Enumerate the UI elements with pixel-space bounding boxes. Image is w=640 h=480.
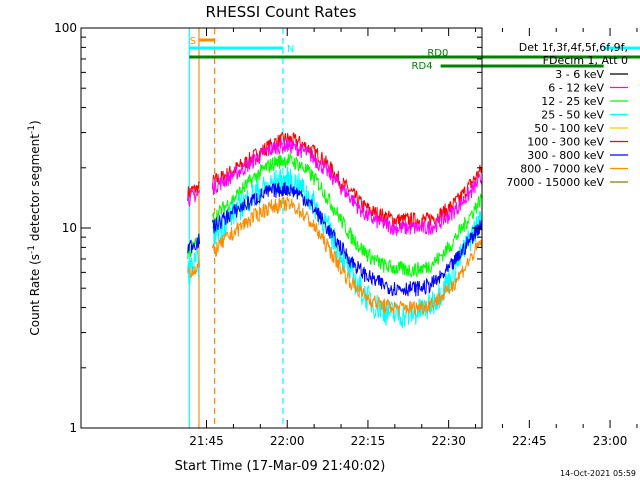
flag-n-bar-label: N (287, 44, 294, 55)
x-tick-label: 21:45 (189, 434, 224, 448)
x-tick-label: 22:30 (431, 434, 466, 448)
legend-entry-label: 800 - 7000 keV (520, 163, 604, 176)
legend-header-line2: FDecim 1, Att 0 (543, 54, 628, 67)
x-tick-label: 23:00 (593, 434, 628, 448)
y-tick-label: 10 (62, 221, 77, 235)
x-tick-label: 22:15 (351, 434, 386, 448)
legend-entry-label: 6 - 12 keV (548, 82, 604, 95)
x-tick-label: 22:00 (270, 434, 305, 448)
flag-s-bar-label: S (190, 36, 196, 47)
y-axis-label-sup2: -1 (27, 125, 37, 134)
y-axis-label-sup1: -1 (27, 245, 37, 254)
y-axis-label: Count Rate (s-1 detector segment-1) (27, 120, 42, 335)
legend-entry-label: 3 - 6 keV (555, 68, 604, 81)
y-axis-label-mid: detector segment (28, 134, 42, 245)
y-axis-label-end: ) (28, 120, 42, 125)
series-line-5 (187, 181, 482, 297)
legend-entry-label: 100 - 300 keV (527, 136, 604, 149)
y-tick-label: 1 (69, 421, 77, 435)
series-line-2 (187, 138, 482, 236)
y-axis-label-main: Count Rate (s (28, 254, 42, 336)
footer-date: 14-Oct-2021 05:59 (560, 469, 636, 478)
legend: Det 1f,3f,4f,5f,6f,9f,FDecim 1, Att 03 -… (506, 41, 628, 189)
legend-entry-label: 300 - 800 keV (527, 149, 604, 162)
legend-header-line1: Det 1f,3f,4f,5f,6f,9f, (519, 41, 628, 54)
x-tick-label: 22:45 (512, 434, 547, 448)
series-line-6 (187, 196, 482, 316)
y-tick-label: 100 (54, 21, 77, 35)
legend-entry-label: 7000 - 15000 keV (506, 176, 604, 189)
legend-entry-label: 50 - 100 keV (534, 122, 604, 135)
chart-title: RHESSI Count Rates (206, 3, 357, 21)
legend-entry-label: 12 - 25 keV (541, 95, 604, 108)
flag-rd0-bar-label: RD0 (427, 48, 448, 59)
x-axis-label: Start Time (17-Mar-09 21:40:02) (175, 459, 386, 474)
flag-rd4-bar-label: RD4 (412, 61, 433, 72)
legend-entry-label: 25 - 50 keV (541, 109, 604, 122)
